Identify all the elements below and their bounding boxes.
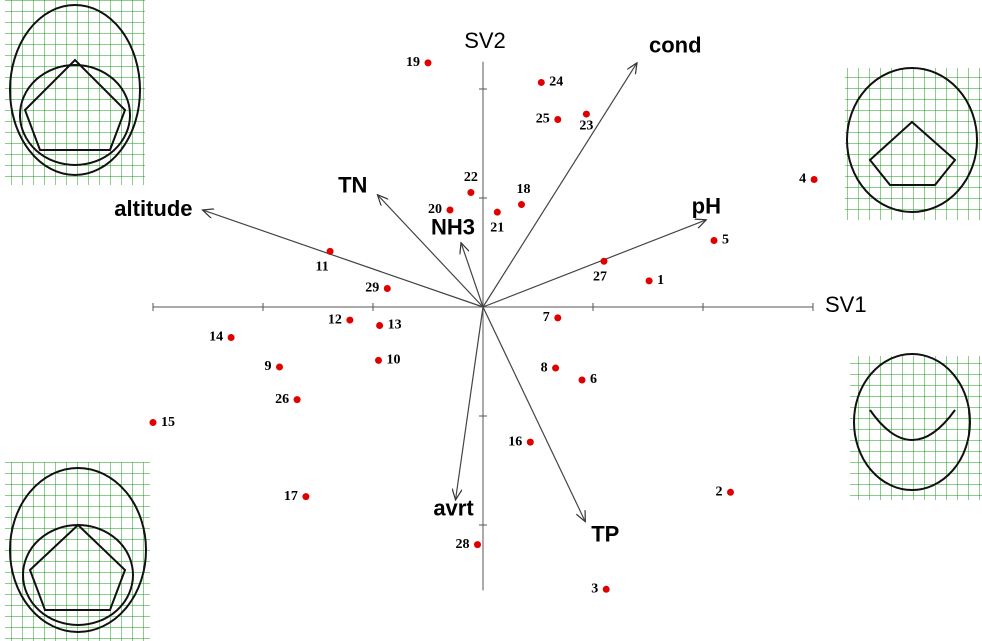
point-label: 17 — [284, 489, 298, 504]
point-label: 12 — [328, 312, 342, 327]
data-point — [538, 79, 545, 86]
data-point — [346, 317, 353, 324]
point-label: 9 — [265, 359, 272, 374]
point-label: 6 — [590, 372, 597, 387]
vector-label: altitude — [114, 196, 192, 221]
data-point — [327, 248, 334, 255]
data-point — [603, 586, 610, 593]
point-label: 1 — [657, 273, 664, 288]
point-label: 3 — [591, 582, 598, 597]
point-label: 14 — [209, 330, 223, 345]
data-point — [601, 258, 608, 265]
data-point — [447, 206, 454, 213]
point-label: 2 — [716, 485, 723, 500]
point-label: 29 — [365, 281, 379, 296]
data-point — [579, 377, 586, 384]
data-point — [302, 493, 309, 500]
point-label: 5 — [722, 233, 729, 248]
data-point — [376, 322, 383, 329]
point-label: 21 — [490, 220, 504, 235]
vector-label: avrt — [433, 496, 474, 521]
data-point — [583, 111, 590, 118]
point-label: 25 — [536, 112, 550, 127]
data-point — [467, 189, 474, 196]
loading-vector — [483, 220, 706, 307]
data-point — [727, 489, 734, 496]
data-point — [375, 357, 382, 364]
point-label: 16 — [508, 434, 522, 449]
data-point — [425, 59, 432, 66]
data-point — [646, 277, 653, 284]
data-point — [228, 334, 235, 341]
point-label: 18 — [517, 182, 531, 197]
point-label: 26 — [275, 392, 289, 407]
point-label: 23 — [579, 118, 593, 133]
shape-thumbnail — [845, 68, 982, 220]
point-label: 4 — [799, 172, 806, 187]
point-label: 28 — [456, 537, 470, 552]
shape-thumbnail — [850, 354, 982, 500]
loading-vector — [483, 307, 585, 522]
data-point — [474, 541, 481, 548]
data-point — [554, 314, 561, 321]
data-point — [554, 116, 561, 123]
data-point — [552, 365, 559, 372]
data-point — [494, 209, 501, 216]
point-label: 13 — [388, 318, 402, 333]
data-point — [518, 201, 525, 208]
point-label: 27 — [593, 269, 607, 284]
point-label: 10 — [387, 353, 401, 368]
point-label: 19 — [406, 55, 420, 70]
data-point — [811, 176, 818, 183]
data-point — [276, 363, 283, 370]
data-point — [527, 439, 534, 446]
point-label: 24 — [549, 75, 563, 90]
y-axis-label: SV2 — [464, 28, 506, 53]
point-label: 22 — [464, 170, 478, 185]
vector-label: pH — [692, 194, 721, 219]
vector-label: NH3 — [431, 215, 475, 240]
data-point — [384, 285, 391, 292]
vector-label: cond — [649, 33, 702, 58]
data-point — [150, 419, 157, 426]
data-point — [711, 237, 718, 244]
vector-label: TN — [338, 173, 367, 198]
shape-thumbnail — [5, 462, 150, 641]
data-point — [294, 396, 301, 403]
x-axis-label: SV1 — [825, 292, 867, 317]
loading-vector — [461, 243, 483, 307]
point-label: 11 — [315, 260, 328, 275]
point-label: 8 — [541, 360, 548, 375]
point-label: 7 — [543, 310, 550, 325]
loading-vector — [483, 63, 637, 307]
point-label: 15 — [161, 415, 175, 430]
loading-vector — [456, 307, 484, 500]
page: SV1 SV2 condpHaltitudeTNNH3avrtTP1924252… — [0, 0, 982, 641]
point-label: 20 — [428, 202, 442, 217]
shape-thumbnail — [5, 0, 145, 185]
chart: SV1 SV2 condpHaltitudeTNNH3avrtTP1924252… — [0, 0, 982, 641]
vector-label: TP — [591, 522, 619, 547]
